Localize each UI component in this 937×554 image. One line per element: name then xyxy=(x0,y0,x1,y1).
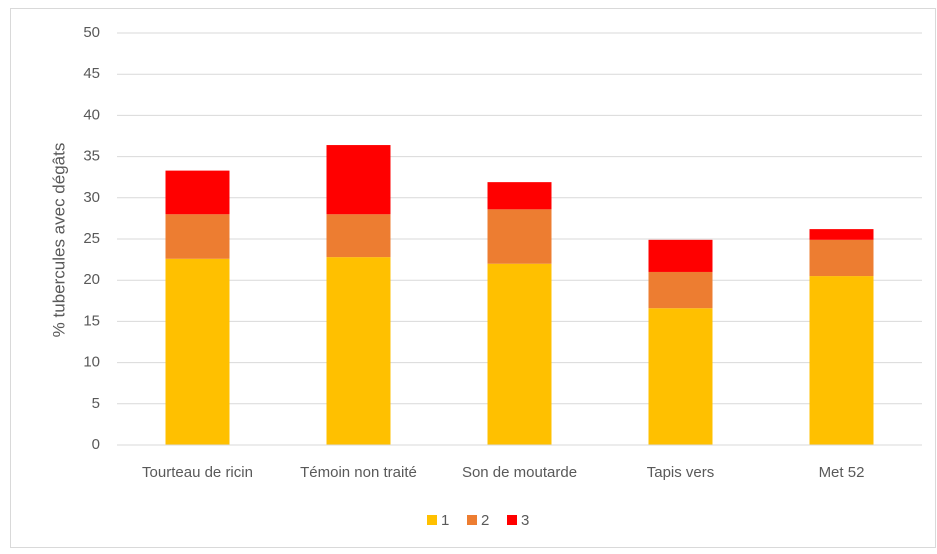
bar-segment xyxy=(326,257,391,445)
y-tick-label: 50 xyxy=(83,24,100,41)
bar-segment xyxy=(487,209,552,264)
y-tick-label: 40 xyxy=(83,106,100,123)
y-axis-label: % tubercules avec dégâts xyxy=(49,143,68,338)
y-tick-label: 35 xyxy=(83,148,100,165)
x-tick-label: Témoin non traité xyxy=(300,464,417,481)
bar-segment xyxy=(809,276,874,445)
bar-segment xyxy=(165,258,230,445)
legend-label: 2 xyxy=(481,512,489,529)
legend-label: 1 xyxy=(441,512,449,529)
bar-segment xyxy=(326,145,391,215)
x-tick-label: Tourteau de ricin xyxy=(142,464,253,481)
bar-segment xyxy=(326,214,391,258)
y-tick-label: 15 xyxy=(83,312,100,329)
x-tick-label: Son de moutarde xyxy=(462,464,577,481)
y-tick-label: 45 xyxy=(83,65,100,82)
bar-segment xyxy=(487,263,552,445)
chart-border xyxy=(10,8,936,548)
bar-segment xyxy=(487,182,552,210)
y-tick-label: 30 xyxy=(83,189,100,206)
y-tick-label: 25 xyxy=(83,230,100,247)
bar-segment xyxy=(648,271,713,309)
bar-segment xyxy=(648,308,713,445)
y-tick-label: 0 xyxy=(92,436,100,453)
legend-label: 3 xyxy=(521,512,529,529)
x-tick-label: Met 52 xyxy=(819,464,865,481)
bar-segment xyxy=(648,239,713,272)
y-tick-label: 5 xyxy=(92,395,100,412)
bar-segment xyxy=(809,229,874,240)
y-tick-label: 10 xyxy=(83,354,100,371)
legend-swatch xyxy=(467,515,477,525)
y-tick-label: 20 xyxy=(83,271,100,288)
bar-segment xyxy=(165,170,230,215)
legend-swatch xyxy=(507,515,517,525)
bar-segment xyxy=(165,214,230,259)
legend-swatch xyxy=(427,515,437,525)
bar-segment xyxy=(809,239,874,277)
x-tick-label: Tapis vers xyxy=(647,464,715,481)
